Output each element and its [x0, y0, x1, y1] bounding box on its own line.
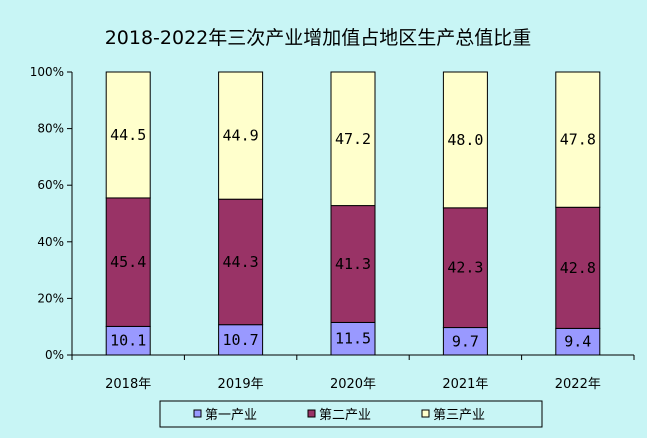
- x-tick-label: 2019年: [218, 377, 264, 392]
- chart-title: 2018-2022年三次产业增加值占地区生产总值比重: [105, 27, 532, 49]
- legend-label: 第三产业: [433, 408, 485, 423]
- x-tick-label: 2021年: [442, 377, 488, 392]
- bar-segment: [218, 71, 264, 200]
- y-tick-label: 100%: [30, 65, 64, 79]
- bar-segment: [330, 205, 376, 323]
- legend-swatch: [421, 409, 430, 418]
- data-label: 44.3: [223, 253, 259, 271]
- y-tick-label: 20%: [37, 291, 64, 305]
- y-tick-label: 60%: [37, 178, 64, 192]
- data-label: 47.8: [560, 131, 596, 149]
- bar-segment: [442, 327, 488, 356]
- legend-box: [159, 400, 543, 428]
- bar-segment: [442, 71, 488, 209]
- bar-segment: [555, 327, 601, 356]
- data-label: 9.7: [452, 332, 479, 350]
- data-label: 42.3: [447, 259, 483, 277]
- bar-segment: [105, 325, 151, 356]
- legend: 第一产业 第二产业 第三产业: [159, 400, 543, 428]
- bar-segment: [218, 198, 264, 326]
- data-label: 45.4: [110, 253, 146, 271]
- data-label: 41.3: [335, 255, 371, 273]
- bar-segment: [555, 206, 601, 329]
- data-label: 10.7: [223, 331, 259, 349]
- data-label: 44.9: [223, 127, 259, 145]
- bar-segment: [218, 324, 264, 356]
- x-tick-label: 2020年: [330, 377, 376, 392]
- data-label: 9.4: [564, 333, 591, 351]
- bar-segment: [105, 197, 151, 327]
- data-label: 42.8: [560, 259, 596, 277]
- bar-segment: [330, 321, 376, 356]
- x-tick-label: 2022年: [555, 377, 601, 392]
- y-tick-label: 80%: [37, 122, 64, 136]
- bar-segment: [105, 71, 151, 199]
- data-label: 10.1: [110, 332, 146, 350]
- bar-segment: [330, 71, 376, 207]
- data-label: 48.0: [447, 131, 483, 149]
- bar-segment: [555, 71, 601, 208]
- legend-label: 第二产业: [319, 408, 371, 423]
- bar-segment: [442, 207, 488, 329]
- plot-area: 0% 20% 40% 60% 80% 100% 10.1 45.4 44.5 2018年 10.7 4…: [30, 65, 635, 392]
- y-tick-label: 0%: [45, 348, 64, 362]
- x-tick-label: 2018年: [105, 377, 151, 392]
- legend-swatch: [307, 409, 316, 418]
- legend-label: 第一产业: [205, 408, 257, 423]
- data-label: 47.2: [335, 130, 371, 148]
- legend-swatch: [193, 409, 202, 418]
- y-tick-label: 40%: [37, 235, 64, 249]
- data-label: 44.5: [110, 126, 146, 144]
- data-label: 11.5: [335, 330, 371, 348]
